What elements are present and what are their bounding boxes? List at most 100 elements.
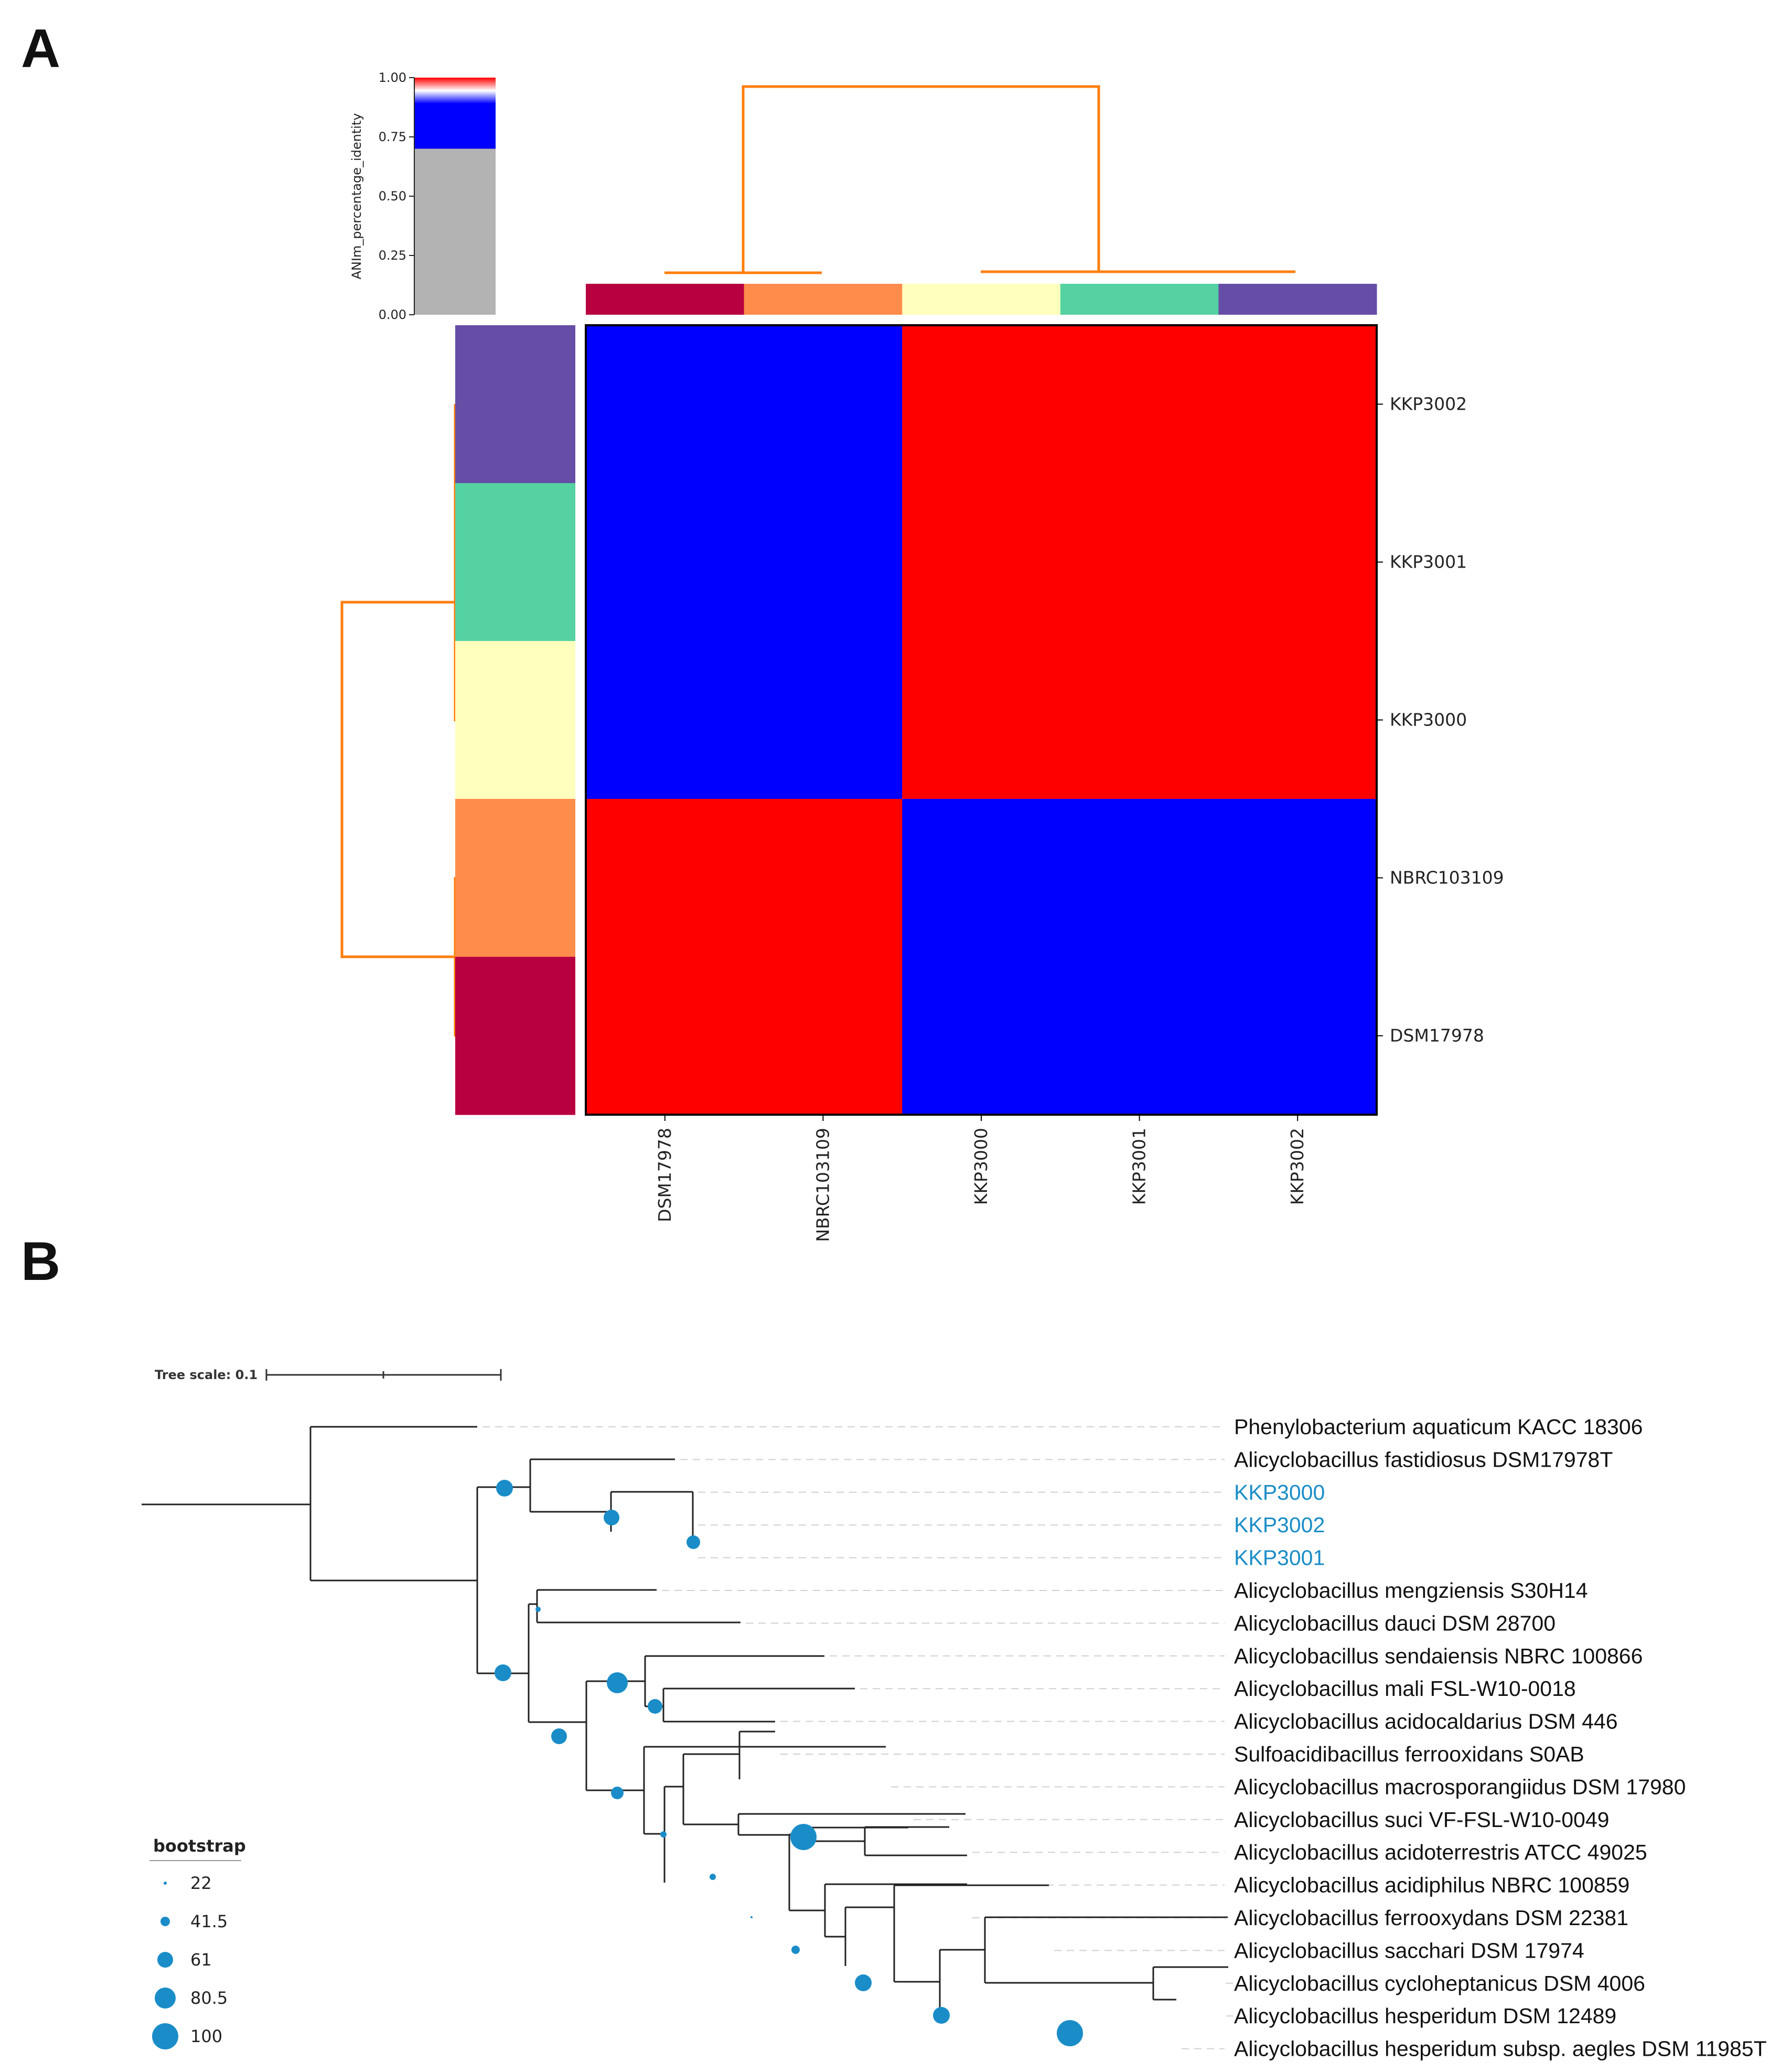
heatmap-cell bbox=[744, 957, 903, 1115]
bootstrap-marker bbox=[496, 1480, 513, 1497]
row-color-cell bbox=[455, 483, 575, 642]
tree-leaf-label: Alicyclobacillus cycloheptanicus DSM 400… bbox=[1234, 1971, 1645, 1995]
heatmap-cell bbox=[586, 641, 745, 799]
heatmap-cell bbox=[1218, 325, 1377, 484]
legend-value: 22 bbox=[190, 1873, 212, 1893]
row-labels: KKP3002 KKP3001 KKP3000 NBRC103109 DSM17978 bbox=[1377, 394, 1504, 1046]
heatmap-cell bbox=[902, 325, 1061, 484]
tree-branches bbox=[142, 1426, 1228, 2013]
legend-marker bbox=[157, 1952, 173, 1968]
heatmap-cell bbox=[1218, 799, 1377, 957]
bootstrap-marker bbox=[607, 1672, 628, 1693]
row-label: DSM17978 bbox=[1390, 1026, 1484, 1046]
colorbar-tick-label: 0.75 bbox=[379, 130, 406, 144]
heatmap-cells bbox=[586, 325, 1377, 1115]
column-labels: DSM17978 NBRC103109 KKP3000 KKP3001 KKP3002 bbox=[655, 1115, 1307, 1242]
legend-value: 41.5 bbox=[190, 1911, 228, 1931]
leaf-connectors bbox=[482, 1426, 1234, 2049]
tree-scale-label: Tree scale: 0.1 bbox=[155, 1368, 258, 1382]
tree-leaf-label: Alicyclobacillus mali FSL-W10-0018 bbox=[1234, 1676, 1576, 1701]
heatmap-cell bbox=[1060, 483, 1219, 642]
heatmap-cell bbox=[744, 641, 903, 799]
column-color-cell bbox=[744, 284, 903, 315]
colorbar-gradient bbox=[414, 78, 496, 315]
colorbar-tick-label: 0.00 bbox=[379, 307, 406, 322]
tree-leaf-label: Alicyclobacillus dauci DSM 28700 bbox=[1234, 1611, 1556, 1635]
column-color-strip bbox=[586, 284, 1377, 315]
bootstrap-marker bbox=[1057, 2020, 1083, 2046]
bootstrap-marker bbox=[495, 1664, 511, 1681]
heatmap-cell bbox=[744, 325, 903, 484]
bootstrap-marker bbox=[855, 1974, 872, 1991]
heatmap-cell bbox=[1218, 483, 1377, 642]
row-color-cell bbox=[455, 799, 575, 957]
heatmap-cell bbox=[586, 325, 745, 484]
legend-title: bootstrap bbox=[153, 1836, 246, 1856]
column-label: NBRC103109 bbox=[812, 1128, 833, 1242]
colorbar-ticks: 0.00 0.25 0.50 0.75 1.00 bbox=[379, 70, 414, 322]
tree-leaf-label: KKP3000 bbox=[1234, 1480, 1325, 1504]
panel-b-label: B bbox=[21, 1231, 60, 1292]
heatmap-cell bbox=[1060, 325, 1219, 484]
column-label: DSM17978 bbox=[655, 1128, 675, 1222]
row-label: KKP3002 bbox=[1390, 394, 1467, 414]
tree-leaf-label: Alicyclobacillus sendaiensis NBRC 100866 bbox=[1234, 1644, 1643, 1668]
colorbar-tick-label: 0.50 bbox=[379, 189, 406, 204]
bootstrap-marker bbox=[551, 1728, 567, 1744]
column-label: KKP3001 bbox=[1129, 1128, 1150, 1205]
column-color-cell bbox=[1218, 284, 1377, 315]
heatmap-cell bbox=[586, 957, 745, 1115]
heatmap-panel: 0.00 0.25 0.50 0.75 1.00 ANIm_percentage_ide… bbox=[340, 70, 1504, 1242]
legend-value: 100 bbox=[190, 2026, 222, 2046]
tree-leaf-label: Alicyclobacillus sacchari DSM 17974 bbox=[1234, 1938, 1584, 1962]
heatmap-cell bbox=[902, 799, 1061, 957]
bootstrap-marker bbox=[611, 1787, 624, 1799]
colorbar-tick-label: 0.25 bbox=[379, 248, 406, 263]
row-color-cell bbox=[455, 957, 575, 1115]
legend-marker bbox=[152, 2023, 178, 2049]
column-label: KKP3000 bbox=[971, 1128, 991, 1205]
heatmap-cell bbox=[1218, 641, 1377, 799]
heatmap-cell bbox=[902, 641, 1061, 799]
row-label: NBRC103109 bbox=[1390, 868, 1504, 888]
tree-leaf-label: Alicyclobacillus ferrooxydans DSM 22381 bbox=[1234, 1906, 1628, 1930]
legend-value: 61 bbox=[190, 1950, 212, 1970]
colorbar-tick-label: 1.00 bbox=[379, 70, 406, 85]
heatmap-cell bbox=[744, 799, 903, 957]
tree-leaf-label: Sulfoacidibacillus ferrooxidans S0AB bbox=[1234, 1742, 1584, 1766]
heatmap-cell bbox=[744, 483, 903, 642]
bootstrap-marker bbox=[791, 1946, 800, 1954]
heatmap-cell bbox=[586, 483, 745, 642]
bootstrap-marker bbox=[604, 1510, 619, 1525]
row-label: KKP3001 bbox=[1390, 552, 1467, 572]
colorbar-label: ANIm_percentage_identity bbox=[349, 113, 364, 279]
column-color-cell bbox=[1060, 284, 1219, 315]
row-dendrogram bbox=[340, 404, 457, 1037]
bootstrap-marker bbox=[648, 1699, 662, 1714]
heatmap-cell bbox=[902, 483, 1061, 642]
tree-leaf-label: Alicyclobacillus hesperidum DSM 12489 bbox=[1234, 2004, 1616, 2028]
bootstrap-marker bbox=[535, 1607, 541, 1612]
tree-leaf-label: KKP3001 bbox=[1234, 1546, 1325, 1570]
tree-leaf-labels: Phenylobacterium aquaticum KACC 18306 Ali… bbox=[1234, 1415, 1767, 2061]
bootstrap-markers bbox=[495, 1480, 1083, 2046]
bootstrap-marker bbox=[710, 1874, 716, 1880]
column-color-cell bbox=[902, 284, 1061, 315]
tree-leaf-label: KKP3002 bbox=[1234, 1513, 1325, 1537]
row-color-cell bbox=[455, 325, 575, 484]
panel-a-label: A bbox=[21, 18, 60, 79]
bootstrap-marker bbox=[790, 1824, 817, 1850]
colorbar: 0.00 0.25 0.50 0.75 1.00 ANIm_percentage_ide… bbox=[349, 70, 496, 322]
row-color-cell bbox=[455, 641, 575, 799]
tree-panel: Tree scale: 0.1 bbox=[142, 1368, 1767, 2061]
row-label: KKP3000 bbox=[1390, 710, 1467, 730]
tree-leaf-label: Alicyclobacillus acidiphilus NBRC 100859 bbox=[1234, 1873, 1629, 1897]
bootstrap-marker bbox=[750, 1916, 753, 1918]
tree-leaf-label: Alicyclobacillus mengziensis S30H14 bbox=[1234, 1578, 1588, 1603]
tree-leaf-label: Alicyclobacillus suci VF-FSL-W10-0049 bbox=[1234, 1808, 1609, 1832]
legend-marker bbox=[155, 1988, 176, 2009]
heatmap-cell bbox=[1060, 641, 1219, 799]
bootstrap-marker bbox=[687, 1535, 700, 1549]
heatmap-cell bbox=[1218, 957, 1377, 1115]
bootstrap-marker bbox=[660, 1831, 667, 1838]
